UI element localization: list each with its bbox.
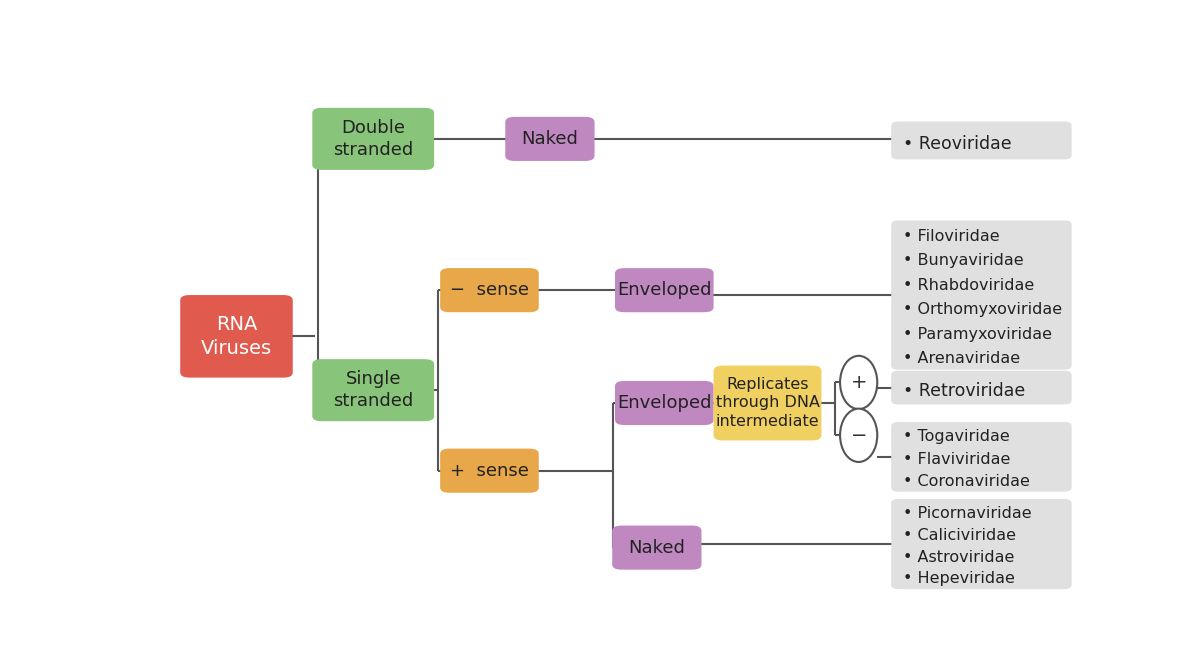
FancyBboxPatch shape [440, 449, 539, 493]
Text: • Caliciviridae: • Caliciviridae [904, 527, 1016, 543]
Ellipse shape [840, 409, 877, 462]
Text: • Hepeviridae: • Hepeviridae [904, 571, 1015, 586]
FancyBboxPatch shape [892, 499, 1072, 589]
Text: Double
stranded: Double stranded [334, 119, 413, 159]
FancyBboxPatch shape [892, 220, 1072, 370]
FancyBboxPatch shape [616, 268, 714, 312]
Text: • Reoviridae: • Reoviridae [904, 135, 1012, 153]
Text: • Paramyxoviridae: • Paramyxoviridae [904, 326, 1052, 342]
Text: +  sense: + sense [450, 462, 529, 480]
FancyBboxPatch shape [892, 422, 1072, 492]
Text: • Retroviridae: • Retroviridae [904, 382, 1026, 400]
Text: • Orthomyxoviridae: • Orthomyxoviridae [904, 302, 1062, 317]
Text: • Picornaviridae: • Picornaviridae [904, 506, 1032, 521]
Text: −  sense: − sense [450, 281, 529, 299]
Text: • Coronaviridae: • Coronaviridae [904, 474, 1030, 489]
FancyBboxPatch shape [616, 381, 714, 425]
Text: • Bunyaviridae: • Bunyaviridae [904, 254, 1024, 268]
FancyBboxPatch shape [714, 366, 822, 440]
FancyBboxPatch shape [892, 371, 1072, 404]
Text: Enveloped: Enveloped [617, 394, 712, 412]
Text: Naked: Naked [522, 130, 578, 148]
FancyBboxPatch shape [312, 108, 434, 170]
Text: Single
stranded: Single stranded [334, 370, 413, 410]
Text: Naked: Naked [629, 539, 685, 557]
Text: • Astroviridae: • Astroviridae [904, 549, 1015, 565]
Text: Enveloped: Enveloped [617, 281, 712, 299]
Text: • Arenaviridae: • Arenaviridae [904, 351, 1020, 366]
Text: Replicates
through DNA
intermediate: Replicates through DNA intermediate [715, 377, 820, 429]
Text: • Filoviridae: • Filoviridae [904, 229, 1000, 244]
Text: RNA
Viruses: RNA Viruses [200, 315, 272, 358]
FancyBboxPatch shape [312, 359, 434, 421]
FancyBboxPatch shape [180, 295, 293, 378]
FancyBboxPatch shape [440, 268, 539, 312]
FancyBboxPatch shape [612, 525, 702, 569]
FancyBboxPatch shape [505, 117, 594, 161]
Text: −: − [851, 426, 866, 445]
Text: • Flaviviridae: • Flaviviridae [904, 452, 1010, 467]
FancyBboxPatch shape [892, 121, 1072, 159]
Ellipse shape [840, 356, 877, 409]
Text: • Rhabdoviridae: • Rhabdoviridae [904, 278, 1034, 293]
Text: +: + [851, 373, 866, 392]
Text: • Togaviridae: • Togaviridae [904, 430, 1010, 444]
